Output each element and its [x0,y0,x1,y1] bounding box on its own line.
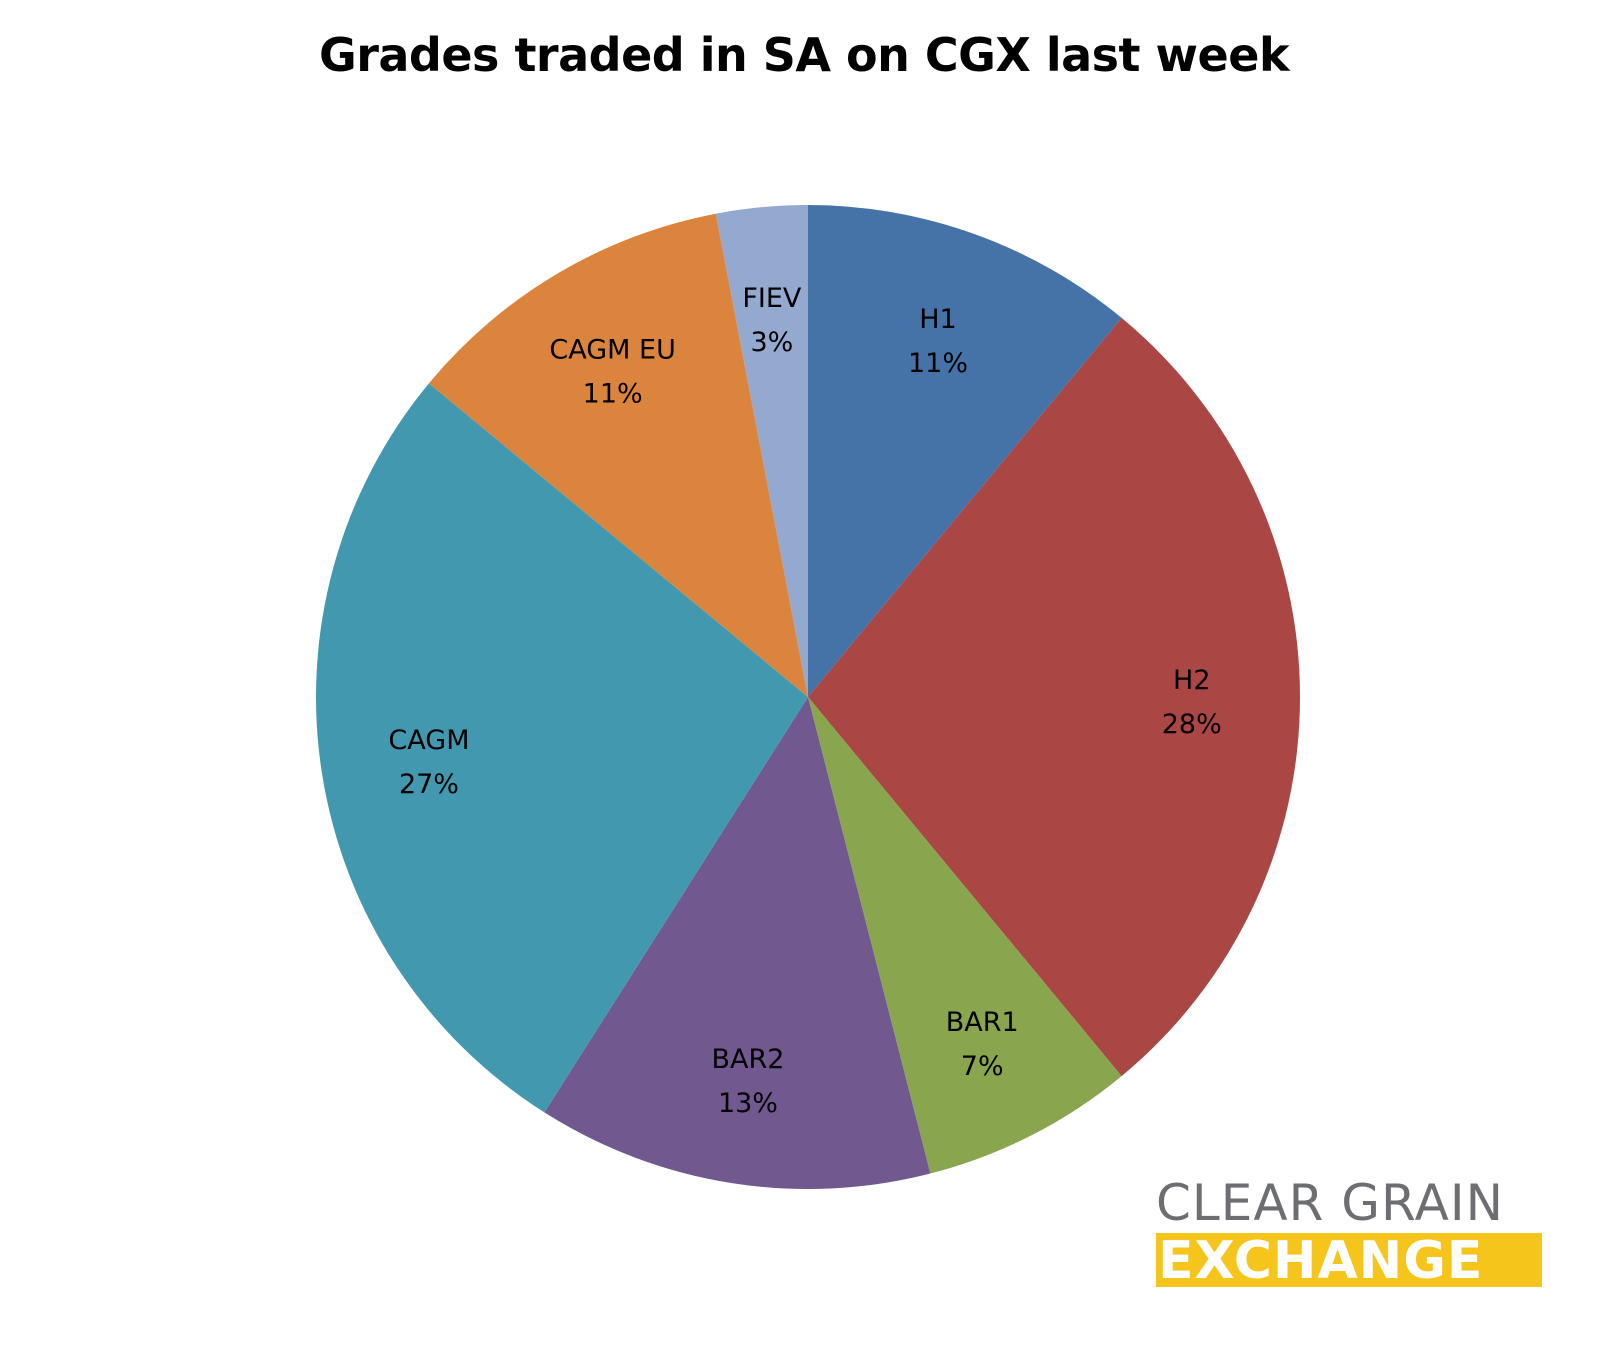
slice-label-name: BAR1 [946,1007,1019,1038]
slice-label-name: H1 [919,304,956,335]
slice-label-name: H2 [1173,665,1210,696]
slice-label-name: CAGM [388,725,469,756]
logo-text-line1: CLEAR GRAIN [1156,1174,1505,1232]
pie-labels: H1 11% H2 28% BAR1 7% BAR2 13% CAGM 27% CAGM EU 11%… [388,283,1221,1119]
slice-label-percent: 3% [750,327,793,358]
pie-slice-h1 [808,205,1122,697]
pie-slice-cagm [315,383,808,1113]
pie-slice-bar1 [808,697,1122,1174]
pie-slice-fiev [715,205,808,697]
slice-label-percent: 27% [399,769,459,800]
slice-label-percent: 7% [961,1051,1004,1082]
clear-grain-exchange-logo: CLEAR GRAIN EXCHANGE [1156,1175,1542,1292]
slice-label-percent: 13% [718,1088,778,1119]
slice-label-name: CAGM EU [549,335,675,366]
slice-label-name: BAR2 [711,1044,784,1075]
slice-label-percent: 11% [908,348,968,379]
pie-slice-h2 [808,317,1300,1077]
chart-title: Grades traded in SA on CGX last week [318,28,1290,82]
slice-label-name: FIEV [742,283,802,314]
pie-slice-cagm-eu [428,213,808,698]
slice-label-percent: 11% [583,379,643,410]
logo-banner: EXCHANGE [1156,1233,1542,1287]
logo-text-line2: EXCHANGE [1158,1233,1484,1287]
pie-slice-bar2 [544,697,931,1189]
slice-label-percent: 28% [1162,709,1222,740]
pie-slices [315,205,1300,1189]
